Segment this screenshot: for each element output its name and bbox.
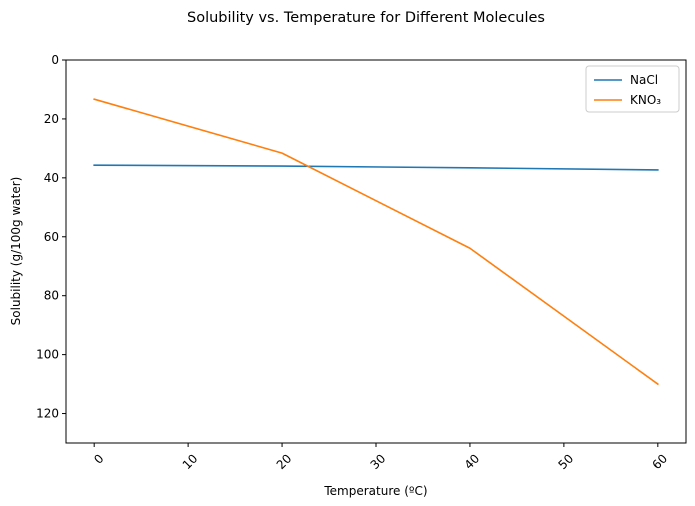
y-tick-label: 60 (44, 230, 59, 244)
y-tick-label: 0 (51, 53, 59, 67)
y-tick-label: 100 (36, 348, 59, 362)
chart-title: Solubility vs. Temperature for Different… (187, 10, 545, 26)
x-tick-label: 30 (368, 451, 389, 472)
y-tick-label: 120 (36, 407, 59, 421)
x-axis-label: Temperature (ºC) (323, 484, 427, 498)
y-axis-label: Solubility (g/100g water) (9, 177, 23, 326)
series-line-kno3 (93, 98, 659, 386)
y-tick-label: 40 (44, 171, 59, 185)
legend: NaCl KNO₃ (585, 65, 680, 113)
legend-label-kno3: KNO₃ (630, 93, 661, 107)
x-tick-label: 50 (556, 451, 577, 472)
x-tick-label: 40 (462, 451, 483, 472)
series-line-nacl (93, 164, 659, 171)
legend-label-nacl: NaCl (630, 73, 658, 87)
plot-area: 0 10 20 30 40 50 60 0 20 40 60 80 100 120 (36, 53, 687, 472)
y-tick-label: 20 (44, 112, 59, 126)
x-tick-label: 10 (180, 451, 201, 472)
y-tick-label: 80 (44, 289, 59, 303)
x-tick-label: 60 (649, 451, 670, 472)
x-tick-label: 20 (274, 451, 295, 472)
x-tick-label: 0 (91, 451, 106, 466)
